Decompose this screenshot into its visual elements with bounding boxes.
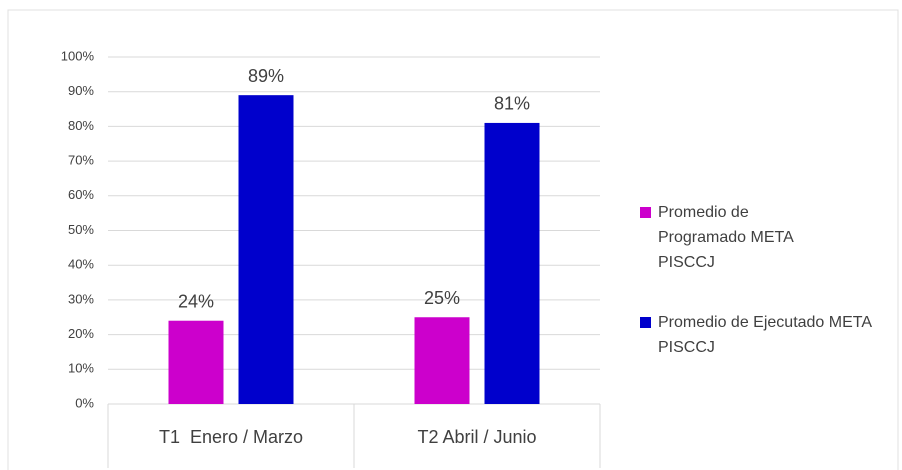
y-tick-label: 100% <box>61 48 95 63</box>
chart-frame <box>7 9 899 470</box>
x-tick-label: T2 Abril / Junio <box>417 427 536 447</box>
y-tick-label: 70% <box>68 153 94 168</box>
y-tick-label: 10% <box>68 361 94 376</box>
bar <box>484 122 540 405</box>
y-tick-label: 30% <box>68 291 94 306</box>
legend-label: Promedio de Programado META PISCCJ <box>658 204 793 271</box>
data-label: 89% <box>248 66 284 86</box>
legend-item: Promedio de Programado META PISCCJ <box>640 200 880 275</box>
y-tick-label: 90% <box>68 83 94 98</box>
legend-item: Promedio de Ejecutado META PISCCJ <box>640 310 880 360</box>
y-tick-label: 20% <box>68 326 94 341</box>
bar <box>238 95 294 405</box>
bar <box>414 317 470 404</box>
y-tick-label: 60% <box>68 187 94 202</box>
y-tick-label: 0% <box>75 395 94 410</box>
bar <box>168 320 224 404</box>
data-label: 24% <box>178 291 214 311</box>
y-tick-label: 50% <box>68 222 94 237</box>
x-tick-label: T1 Enero / Marzo <box>159 427 303 447</box>
data-label: 25% <box>424 288 460 308</box>
legend-swatch <box>640 317 651 328</box>
data-label: 81% <box>494 94 530 114</box>
legend-label: Promedio de Ejecutado META PISCCJ <box>658 314 872 356</box>
y-tick-label: 40% <box>68 257 94 272</box>
legend-swatch <box>640 207 651 218</box>
y-tick-label: 80% <box>68 118 94 133</box>
